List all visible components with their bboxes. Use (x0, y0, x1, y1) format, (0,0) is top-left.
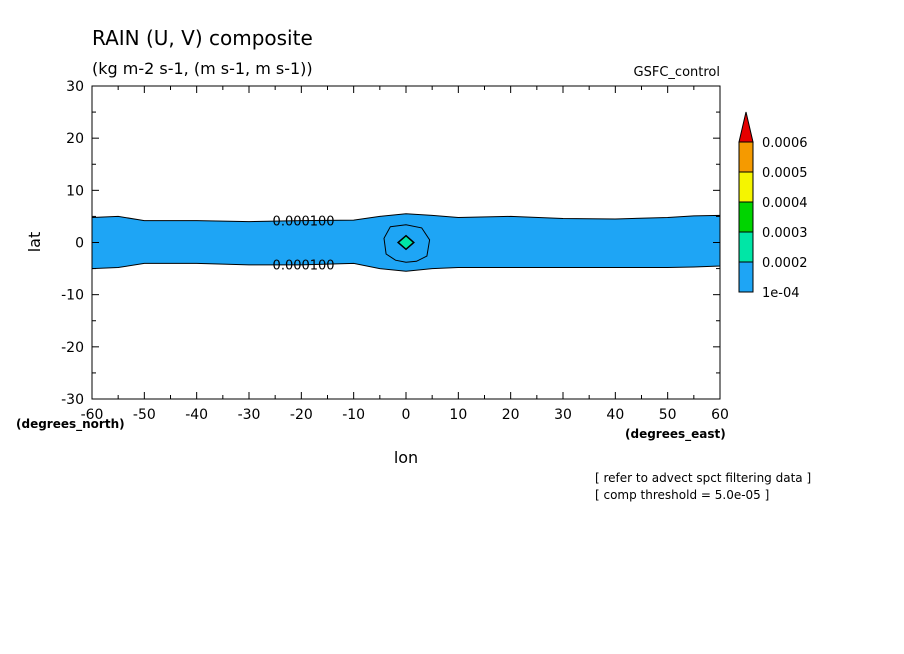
colorbar: 1e-04 0.0002 0.0003 0.0004 0.0005 0.0006 (738, 111, 808, 301)
y-tick-label: -10 (61, 288, 84, 304)
y-tick-label: 0 (75, 236, 84, 252)
x-tick-label: -60 (81, 407, 104, 423)
colorbar-label: 0.0003 (762, 226, 808, 241)
colorbar-label: 0.0002 (762, 256, 808, 271)
x-tick-label: 60 (711, 407, 729, 423)
x-axis-label: lon (394, 448, 418, 467)
y-axis-label: lat (25, 232, 44, 253)
x-tick-label: 40 (606, 407, 624, 423)
note-filter: [ refer to advect spct filtering data ] (595, 471, 811, 485)
chart-subtitle: (kg m-2 s-1, (m s-1, m s-1)) (92, 59, 313, 78)
note-threshold: [ comp threshold = 5.0e-05 ] (595, 488, 769, 502)
colorbar-segment (738, 231, 754, 263)
x-tick-label: 30 (554, 407, 572, 423)
x-tick-label: -40 (185, 407, 208, 423)
y-tick-label: -20 (61, 340, 84, 356)
experiment-label: GSFC_control (634, 65, 720, 80)
x-tick-label: -50 (133, 407, 156, 423)
colorbar-segment (738, 201, 754, 233)
y-axis: -30 -20 -10 0 10 20 30 (61, 79, 720, 408)
x-tick-label: -10 (342, 407, 365, 423)
x-axis: -60 -50 -40 -30 -20 -10 0 10 20 30 40 50 60 (81, 86, 729, 423)
x-tick-label: 20 (502, 407, 520, 423)
y-units-label: (degrees_north) (16, 417, 125, 432)
colorbar-segment (738, 141, 754, 173)
inner-contour (383, 224, 431, 263)
chart-title: RAIN (U, V) composite (92, 26, 313, 50)
plot-area: 0.000100 0.000100 (91, 85, 721, 400)
y-tick-label: 10 (66, 183, 84, 199)
colorbar-arrow (738, 111, 754, 143)
x-tick-label: 10 (449, 407, 467, 423)
colorbar-label: 1e-04 (762, 286, 800, 301)
colorbar-label: 0.0004 (762, 196, 808, 211)
x-units-label: (degrees_east) (625, 427, 726, 442)
contour-label: 0.000100 (273, 258, 335, 273)
max-diamond (396, 234, 415, 251)
contour-label: 0.000100 (273, 215, 335, 230)
x-tick-label: -30 (238, 407, 261, 423)
colorbar-segment (738, 261, 754, 293)
colorbar-label: 0.0006 (762, 136, 808, 151)
x-tick-label: -20 (290, 407, 313, 423)
colorbar-segment (738, 171, 754, 203)
y-tick-label: 20 (66, 131, 84, 147)
x-tick-label: 0 (402, 407, 411, 423)
y-tick-label: 30 (66, 79, 84, 95)
y-tick-label: -30 (61, 392, 84, 408)
colorbar-label: 0.0005 (762, 166, 808, 181)
x-tick-label: 50 (659, 407, 677, 423)
